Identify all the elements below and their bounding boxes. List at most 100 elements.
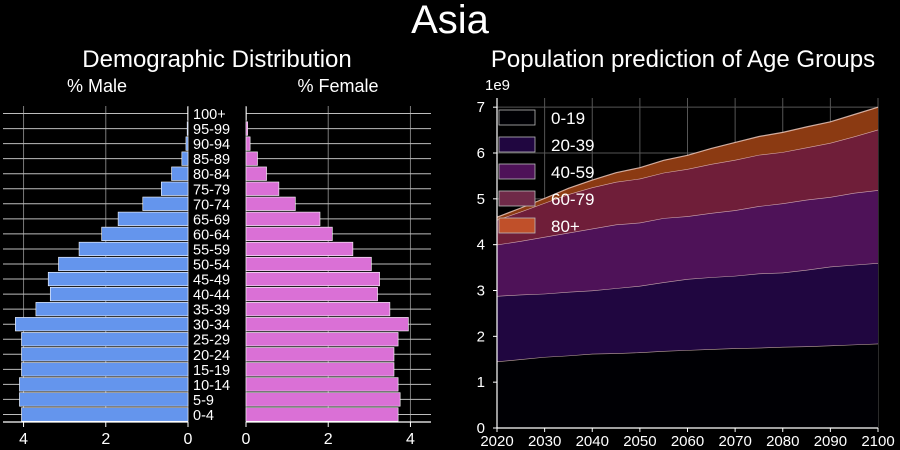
age-group-label: 80-84 <box>193 167 230 183</box>
female-bar <box>245 256 372 272</box>
male-bar <box>78 241 189 257</box>
male-bar <box>185 136 189 151</box>
male-bar <box>160 181 189 196</box>
area-chart-title: Population prediction of Age Groups <box>491 46 875 73</box>
area-plot: 2020 2030 2040 2050 2060 2070 2080 2090 2100 0 1 2 3… <box>477 98 895 450</box>
age-group-label: 85-89 <box>193 152 230 168</box>
female-bar <box>245 377 399 392</box>
female-bar <box>245 271 380 287</box>
legend-label: 0-19 <box>551 109 585 128</box>
age-group-label: 30-34 <box>193 318 230 334</box>
y-tick-label: 3 <box>477 283 485 300</box>
female-bar <box>245 166 267 181</box>
female-bar <box>245 196 296 211</box>
male-bar <box>21 332 189 347</box>
female-x-tick-label: 4 <box>406 431 415 448</box>
male-bar <box>142 196 189 211</box>
male-bar <box>19 377 189 392</box>
y-tick-label: 0 <box>477 420 485 437</box>
male-x-tick-label: 0 <box>184 431 193 448</box>
age-group-label: 5-9 <box>193 393 214 409</box>
legend-swatch <box>498 136 536 153</box>
legend-label: 20-39 <box>551 136 594 155</box>
x-tick-label: 2090 <box>814 433 847 450</box>
age-group-label: 45-49 <box>193 273 230 289</box>
legend-label: 80+ <box>551 217 580 236</box>
male-bar <box>21 407 189 422</box>
female-bar <box>245 347 395 362</box>
x-tick-label: 2030 <box>528 433 561 450</box>
male-bar <box>47 271 189 287</box>
male-bar <box>15 317 189 332</box>
male-panel-title: % Male <box>67 76 127 96</box>
y-scale-label: 1e9 <box>485 77 510 94</box>
male-x-tick-label: 4 <box>19 431 28 448</box>
female-bar <box>245 211 321 226</box>
age-group-label: 55-59 <box>193 242 230 258</box>
y-tick-label: 1 <box>477 374 485 391</box>
female-bar <box>245 332 399 347</box>
x-tick-label: 2060 <box>671 433 704 450</box>
male-bar <box>21 362 189 377</box>
y-tick-label: 4 <box>477 237 485 254</box>
male-bar <box>186 121 189 136</box>
age-group-label: 15-19 <box>193 363 230 379</box>
male-bar <box>101 226 189 241</box>
x-tick-label: 2040 <box>576 433 609 450</box>
age-group-label: 25-29 <box>193 333 230 349</box>
figure-title: Asia <box>411 0 490 42</box>
female-bar <box>245 226 333 241</box>
male-bar <box>117 211 189 226</box>
x-tick-label: 2020 <box>480 433 513 450</box>
male-bar <box>19 392 189 407</box>
female-x-tick-label: 2 <box>324 431 333 448</box>
male-bar-panel: 4 2 0 <box>3 106 193 448</box>
age-group-label: 0-4 <box>193 408 214 424</box>
x-tick-label: 2100 <box>861 433 894 450</box>
female-bar-panel: 0 2 4 <box>242 106 431 448</box>
female-bar <box>245 151 258 166</box>
male-x-tick-label: 2 <box>101 431 110 448</box>
area-layer <box>497 107 878 220</box>
age-group-label: 50-54 <box>193 258 230 274</box>
x-tick-label: 2070 <box>718 433 751 450</box>
female-bar <box>245 121 248 136</box>
legend-swatch <box>498 109 536 126</box>
female-bar <box>245 407 399 422</box>
age-group-label: 65-69 <box>193 212 230 228</box>
male-bar <box>171 166 189 181</box>
age-group-label: 70-74 <box>193 197 230 213</box>
male-bar <box>58 256 189 272</box>
female-bar <box>245 181 280 196</box>
female-bar <box>245 392 401 407</box>
x-tick-label: 2080 <box>766 433 799 450</box>
age-group-label: 40-44 <box>193 288 230 304</box>
y-tick-label: 7 <box>477 99 485 116</box>
area-layer <box>497 129 878 245</box>
legend-label: 60-79 <box>551 190 594 209</box>
age-group-label: 10-14 <box>193 378 230 394</box>
legend-label: 40-59 <box>551 163 594 182</box>
female-bar <box>245 362 395 377</box>
area-layer <box>497 263 878 362</box>
legend-swatch <box>498 190 536 207</box>
female-bar <box>245 136 251 151</box>
x-tick-label: 2050 <box>623 433 656 450</box>
y-tick-label: 6 <box>477 145 485 162</box>
age-group-label: 90-94 <box>193 137 230 153</box>
female-panel-title: % Female <box>297 76 378 96</box>
female-bar <box>245 317 409 332</box>
female-bar <box>245 241 354 257</box>
area-layer-edge <box>496 106 879 218</box>
y-tick-label: 2 <box>477 328 485 345</box>
age-group-labels: 0-45-910-1415-1920-2425-2930-3435-3940-4… <box>193 107 230 424</box>
age-group-label: 100+ <box>193 107 226 123</box>
pyramid-title: Demographic Distribution <box>82 46 351 73</box>
male-bar <box>181 151 189 166</box>
male-bar <box>21 347 189 362</box>
age-group-label: 20-24 <box>193 348 230 364</box>
y-tick-label: 5 <box>477 191 485 208</box>
age-group-label: 60-64 <box>193 227 230 243</box>
legend-swatch <box>498 217 536 234</box>
